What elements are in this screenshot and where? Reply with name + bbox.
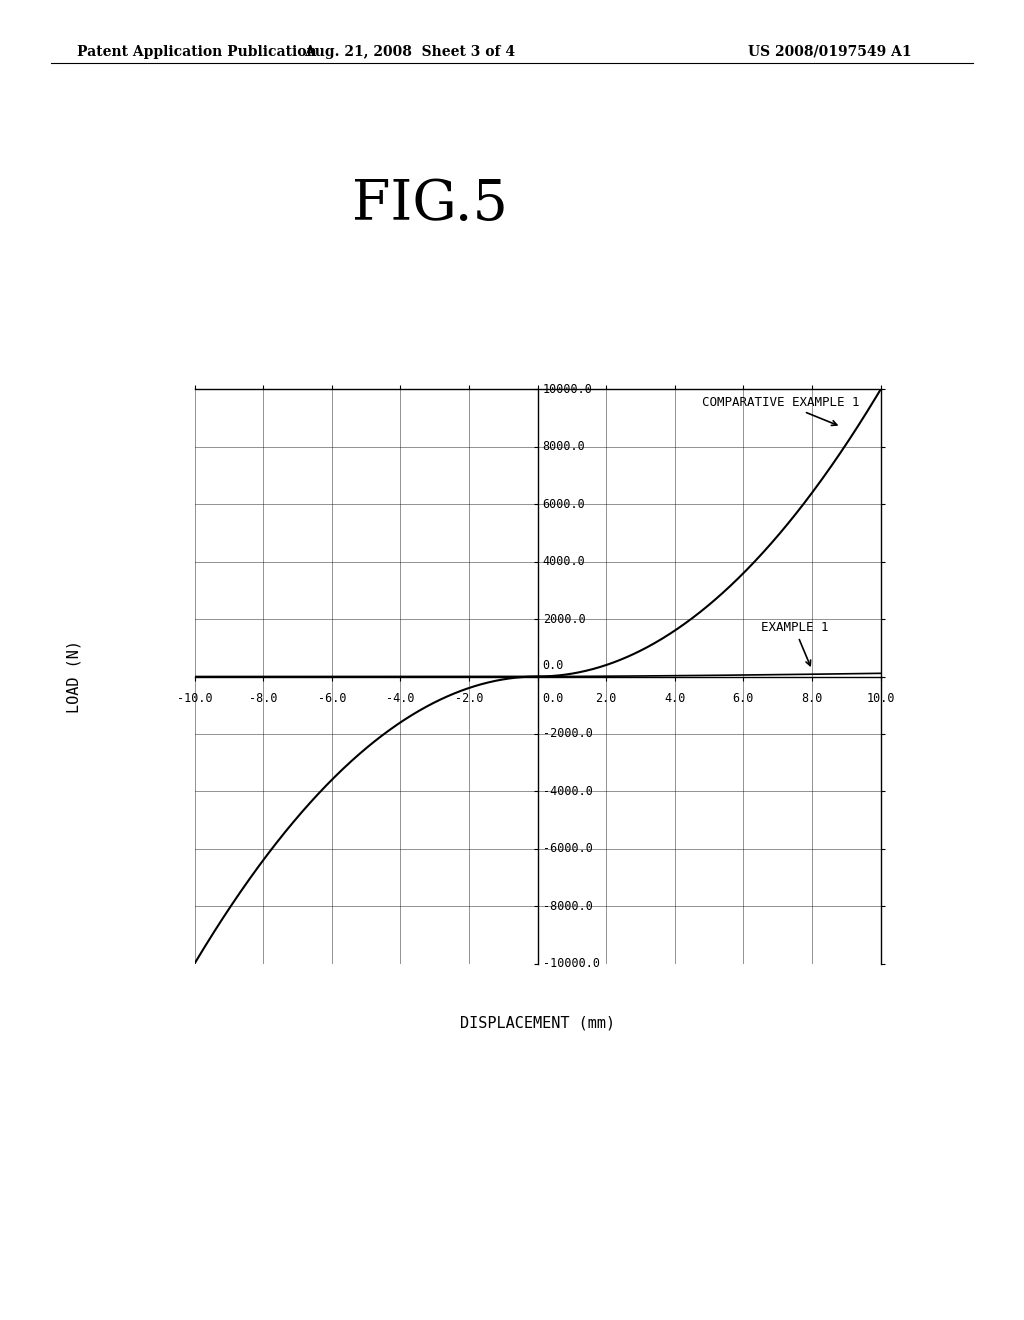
Text: -10000.0: -10000.0 <box>543 957 600 970</box>
Text: -10.0: -10.0 <box>177 692 212 705</box>
Text: 8.0: 8.0 <box>802 692 822 705</box>
Text: -2.0: -2.0 <box>455 692 483 705</box>
Text: -4000.0: -4000.0 <box>543 785 593 797</box>
Text: DISPLACEMENT (mm): DISPLACEMENT (mm) <box>460 1015 615 1031</box>
Text: Aug. 21, 2008  Sheet 3 of 4: Aug. 21, 2008 Sheet 3 of 4 <box>304 45 515 59</box>
Text: EXAMPLE 1: EXAMPLE 1 <box>761 622 828 665</box>
Text: -8.0: -8.0 <box>249 692 278 705</box>
Text: 6000.0: 6000.0 <box>543 498 586 511</box>
Text: 10.0: 10.0 <box>866 692 895 705</box>
Text: 0.0: 0.0 <box>543 692 564 705</box>
Text: 0.0: 0.0 <box>543 659 564 672</box>
Text: 8000.0: 8000.0 <box>543 441 586 453</box>
Text: 10000.0: 10000.0 <box>543 383 593 396</box>
Text: COMPARATIVE EXAMPLE 1: COMPARATIVE EXAMPLE 1 <box>702 396 860 425</box>
Text: -6.0: -6.0 <box>317 692 346 705</box>
Text: Patent Application Publication: Patent Application Publication <box>77 45 316 59</box>
Text: LOAD (N): LOAD (N) <box>67 640 82 713</box>
Text: FIG.5: FIG.5 <box>352 177 508 232</box>
Text: -4.0: -4.0 <box>386 692 415 705</box>
Text: US 2008/0197549 A1: US 2008/0197549 A1 <box>748 45 911 59</box>
Text: 6.0: 6.0 <box>733 692 754 705</box>
Text: 4.0: 4.0 <box>665 692 685 705</box>
Text: 4000.0: 4000.0 <box>543 556 586 568</box>
Text: -6000.0: -6000.0 <box>543 842 593 855</box>
Text: 2.0: 2.0 <box>596 692 616 705</box>
Text: -2000.0: -2000.0 <box>543 727 593 741</box>
Text: -8000.0: -8000.0 <box>543 900 593 912</box>
Text: 2000.0: 2000.0 <box>543 612 586 626</box>
